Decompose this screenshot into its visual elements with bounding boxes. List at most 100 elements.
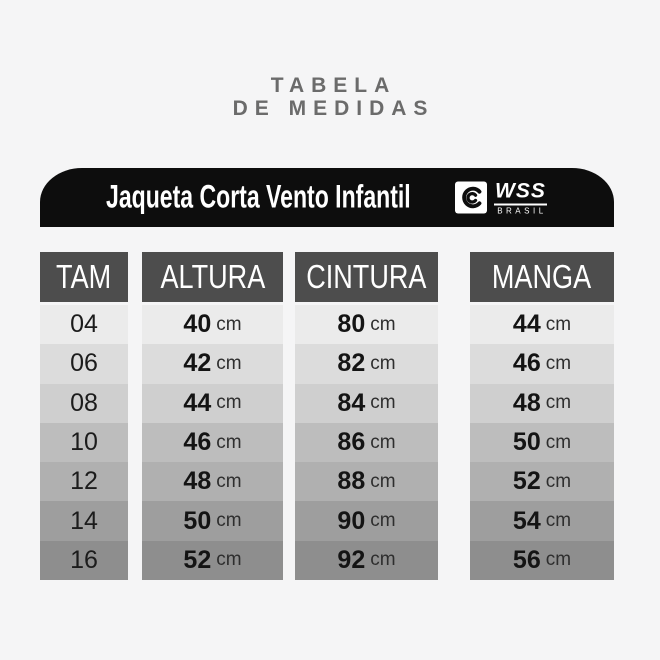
measure-cell: 92 cm bbox=[295, 540, 438, 581]
measure-value: 56 bbox=[512, 545, 541, 574]
measure-cell: 42 cm bbox=[142, 344, 283, 384]
size-value: 16 bbox=[70, 545, 98, 574]
header-label: TAM bbox=[56, 258, 112, 295]
header-label: MANGA bbox=[492, 258, 592, 295]
unit-label: cm bbox=[216, 549, 242, 571]
measure-cell: 86 cm bbox=[295, 422, 438, 463]
column-header-altura: ALTURA bbox=[142, 252, 283, 302]
measure-cell: 56 cm bbox=[470, 540, 614, 581]
measure-value: 52 bbox=[512, 467, 541, 496]
brand-subtitle: BRASIL bbox=[497, 206, 547, 215]
unit-label: cm bbox=[370, 549, 396, 571]
unit-label: cm bbox=[370, 352, 396, 374]
unit-label: cm bbox=[216, 392, 242, 414]
column-manga: MANGA 44 cm 46 cm 48 cm 50 cm 52 cm 54 cm 56 cm bbox=[470, 252, 614, 581]
unit-label: cm bbox=[216, 313, 242, 335]
size-value: 12 bbox=[70, 467, 98, 496]
measure-cell: 46 cm bbox=[142, 422, 283, 463]
column-tam: TAM 04 06 08 10 12 14 16 bbox=[40, 252, 128, 581]
size-cell: 06 bbox=[40, 344, 128, 384]
header-label: ALTURA bbox=[160, 258, 265, 295]
unit-label: cm bbox=[216, 352, 242, 374]
measure-value: 46 bbox=[183, 428, 212, 457]
size-cell: 04 bbox=[40, 305, 128, 345]
measure-cell: 84 cm bbox=[295, 383, 438, 423]
measure-value: 44 bbox=[183, 388, 212, 417]
unit-label: cm bbox=[216, 510, 242, 532]
measure-value: 80 bbox=[337, 310, 366, 339]
unit-label: cm bbox=[370, 470, 396, 492]
size-table: TAM 04 06 08 10 12 14 16 ALTURA 40 cm 42 c… bbox=[40, 252, 614, 581]
column-header-tam: TAM bbox=[40, 252, 128, 302]
measure-cell: 40 cm bbox=[142, 305, 283, 345]
unit-label: cm bbox=[545, 352, 572, 374]
unit-label: cm bbox=[545, 549, 572, 571]
size-cell: 08 bbox=[40, 383, 128, 423]
wss-logo: WSS BRASIL bbox=[455, 180, 547, 215]
column-header-cintura: CINTURA bbox=[295, 252, 438, 302]
unit-label: cm bbox=[545, 431, 572, 453]
unit-label: cm bbox=[370, 431, 396, 453]
measure-value: 82 bbox=[337, 349, 366, 378]
unit-label: cm bbox=[216, 470, 242, 492]
measure-value: 84 bbox=[337, 388, 366, 417]
unit-label: cm bbox=[370, 510, 396, 532]
measure-cell: 46 cm bbox=[470, 344, 614, 384]
measure-value: 88 bbox=[337, 467, 366, 496]
unit-label: cm bbox=[370, 313, 396, 335]
page-title-line2: DE MEDIDAS bbox=[232, 97, 435, 120]
header-label: CINTURA bbox=[306, 258, 427, 295]
page-title-line1: TABELA bbox=[270, 74, 397, 97]
measure-cell: 54 cm bbox=[470, 501, 614, 541]
product-banner: Jaqueta Corta Vento Infantil WSS BRASIL bbox=[40, 168, 614, 227]
size-value: 08 bbox=[70, 388, 98, 417]
size-value: 06 bbox=[70, 349, 98, 378]
measure-cell: 80 cm bbox=[295, 305, 438, 345]
measure-value: 48 bbox=[183, 467, 212, 496]
column-header-manga: MANGA bbox=[470, 252, 614, 302]
unit-label: cm bbox=[545, 392, 572, 414]
brand-name: WSS bbox=[494, 180, 547, 205]
measure-value: 40 bbox=[183, 310, 212, 339]
size-cell: 16 bbox=[40, 540, 128, 581]
size-cell: 10 bbox=[40, 422, 128, 463]
measure-cell: 52 cm bbox=[470, 462, 614, 502]
brand-wordmark: WSS BRASIL bbox=[494, 180, 547, 215]
measure-cell: 48 cm bbox=[142, 462, 283, 502]
column-cintura: CINTURA 80 cm 82 cm 84 cm 86 cm 88 cm 90 cm 92… bbox=[295, 252, 438, 581]
measure-value: 92 bbox=[337, 545, 366, 574]
product-name: Jaqueta Corta Vento Infantil bbox=[106, 177, 411, 214]
measure-value: 46 bbox=[512, 349, 541, 378]
measure-cell: 44 cm bbox=[142, 383, 283, 423]
unit-label: cm bbox=[370, 392, 396, 414]
measure-value: 42 bbox=[183, 349, 212, 378]
size-cell: 14 bbox=[40, 501, 128, 541]
size-value: 10 bbox=[70, 428, 98, 457]
wave-swirl-icon bbox=[455, 181, 487, 214]
unit-label: cm bbox=[216, 431, 242, 453]
measure-cell: 50 cm bbox=[142, 501, 283, 541]
measure-cell: 82 cm bbox=[295, 344, 438, 384]
measure-cell: 50 cm bbox=[470, 422, 614, 463]
unit-label: cm bbox=[545, 510, 572, 532]
unit-label: cm bbox=[545, 313, 572, 335]
measure-cell: 52 cm bbox=[142, 540, 283, 581]
measure-value: 90 bbox=[337, 506, 366, 535]
measure-cell: 90 cm bbox=[295, 501, 438, 541]
unit-label: cm bbox=[545, 470, 572, 492]
measure-value: 54 bbox=[512, 506, 541, 535]
measure-value: 48 bbox=[512, 388, 541, 417]
size-value: 14 bbox=[70, 506, 98, 535]
measure-value: 86 bbox=[337, 428, 366, 457]
measure-value: 50 bbox=[512, 428, 541, 457]
measure-cell: 44 cm bbox=[470, 305, 614, 345]
measure-cell: 48 cm bbox=[470, 383, 614, 423]
measure-value: 50 bbox=[183, 506, 212, 535]
column-altura: ALTURA 40 cm 42 cm 44 cm 46 cm 48 cm 50 cm 52 c… bbox=[142, 252, 283, 581]
page-title: TABELA DE MEDIDAS bbox=[0, 74, 660, 120]
measure-cell: 88 cm bbox=[295, 462, 438, 502]
size-value: 04 bbox=[70, 310, 98, 339]
measure-value: 44 bbox=[512, 310, 541, 339]
measure-value: 52 bbox=[183, 545, 212, 574]
